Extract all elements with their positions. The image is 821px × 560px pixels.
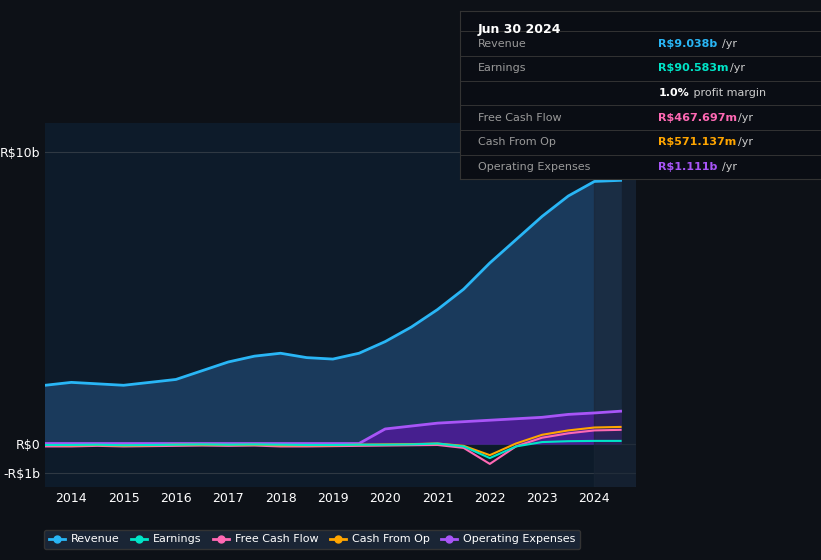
Text: 1.0%: 1.0% xyxy=(658,88,689,98)
Legend: Revenue, Earnings, Free Cash Flow, Cash From Op, Operating Expenses: Revenue, Earnings, Free Cash Flow, Cash … xyxy=(44,530,580,549)
Text: R$9.038b: R$9.038b xyxy=(658,39,718,49)
Text: Free Cash Flow: Free Cash Flow xyxy=(478,113,562,123)
Text: R$571.137m: R$571.137m xyxy=(658,137,736,147)
Text: R$1.111b: R$1.111b xyxy=(658,162,718,172)
Text: Revenue: Revenue xyxy=(478,39,526,49)
Text: /yr: /yr xyxy=(722,162,737,172)
Text: /yr: /yr xyxy=(730,63,745,73)
Text: Jun 30 2024: Jun 30 2024 xyxy=(478,23,562,36)
Text: /yr: /yr xyxy=(738,113,753,123)
Text: R$90.583m: R$90.583m xyxy=(658,63,729,73)
Text: R$467.697m: R$467.697m xyxy=(658,113,737,123)
Text: Operating Expenses: Operating Expenses xyxy=(478,162,590,172)
Text: profit margin: profit margin xyxy=(690,88,766,98)
Text: /yr: /yr xyxy=(738,137,753,147)
Text: Earnings: Earnings xyxy=(478,63,526,73)
Text: /yr: /yr xyxy=(722,39,737,49)
Text: Cash From Op: Cash From Op xyxy=(478,137,556,147)
Bar xyxy=(594,123,636,487)
